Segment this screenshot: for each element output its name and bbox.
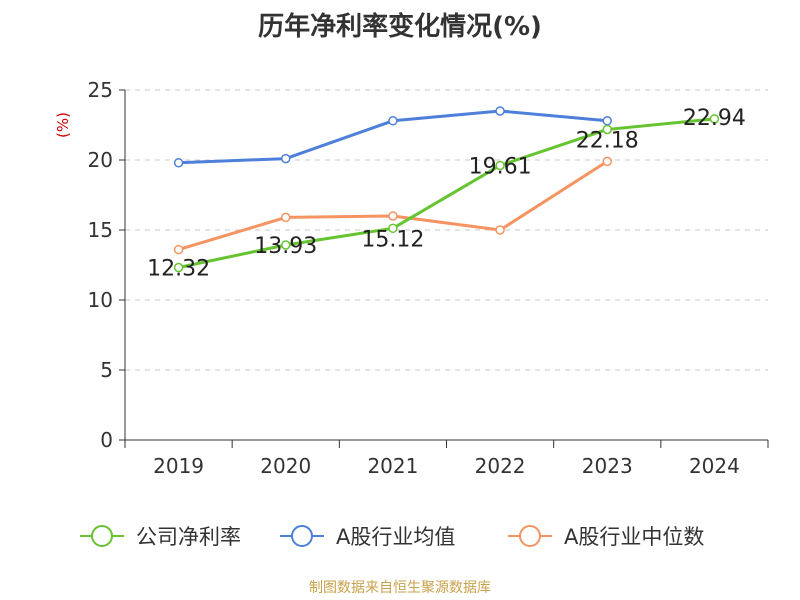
data-point bbox=[281, 153, 291, 164]
data-point bbox=[495, 160, 505, 171]
y-tick-label: 10 bbox=[88, 288, 113, 312]
y-axis-label: (%) bbox=[54, 112, 72, 138]
x-tick-label: 2021 bbox=[367, 454, 418, 478]
legend-label: A股行业均值 bbox=[336, 525, 455, 549]
source-note: 制图数据来自恒生聚源数据库 bbox=[309, 580, 491, 596]
series-line bbox=[178, 117, 715, 269]
data-point bbox=[173, 262, 184, 273]
data-label: 15.12 bbox=[361, 227, 424, 252]
data-label: 19.61 bbox=[469, 154, 532, 179]
y-tick-label: 5 bbox=[100, 358, 113, 382]
legend-marker bbox=[91, 525, 113, 547]
data-point bbox=[495, 106, 505, 116]
data-point bbox=[281, 212, 291, 223]
data-point bbox=[709, 114, 720, 124]
data-label: 22.18 bbox=[576, 128, 639, 153]
y-tick-label: 0 bbox=[100, 428, 113, 452]
y-tick-label: 25 bbox=[88, 78, 113, 102]
data-point bbox=[602, 156, 612, 167]
data-point bbox=[173, 244, 184, 255]
x-tick-label: 2024 bbox=[689, 454, 740, 478]
data-point bbox=[602, 124, 612, 135]
data-point bbox=[388, 116, 398, 126]
data-point bbox=[495, 225, 505, 235]
y-tick-label: 20 bbox=[88, 148, 113, 172]
legend-label: 公司净利率 bbox=[136, 525, 241, 549]
y-tick-label: 15 bbox=[88, 218, 113, 242]
legend-label: A股行业中位数 bbox=[564, 525, 704, 549]
data-point bbox=[173, 158, 184, 168]
chart-title: 历年净利率变化情况(%) bbox=[258, 12, 542, 42]
data-point bbox=[388, 223, 398, 234]
legend-marker bbox=[291, 525, 313, 547]
x-tick-label: 2019 bbox=[153, 454, 204, 478]
data-label: 13.93 bbox=[254, 234, 317, 259]
x-tick-label: 2022 bbox=[475, 454, 526, 478]
x-tick-label: 2023 bbox=[582, 454, 633, 478]
x-tick-label: 2020 bbox=[260, 454, 311, 478]
data-label: 12.32 bbox=[147, 257, 210, 282]
data-point bbox=[388, 211, 398, 221]
legend-marker bbox=[519, 525, 541, 547]
data-point bbox=[281, 240, 291, 250]
data-label: 22.94 bbox=[683, 106, 746, 131]
data-point bbox=[602, 116, 612, 126]
